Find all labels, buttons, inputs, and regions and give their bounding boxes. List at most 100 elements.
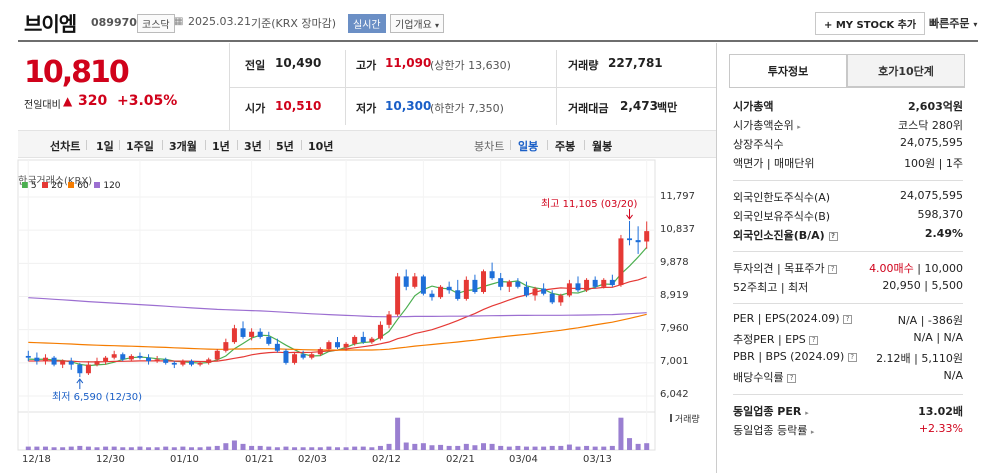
separator: [584, 140, 585, 150]
candle-body: [420, 276, 426, 294]
volume-bar: [326, 446, 332, 450]
help-icon[interactable]: ?: [787, 373, 797, 383]
period-10y[interactable]: 10년: [308, 140, 334, 153]
volume-bar: [420, 443, 426, 450]
52w-row: 52주최고 | 최저 20,950 | 5,500: [733, 279, 963, 295]
candle-monthly[interactable]: 월봉: [592, 140, 613, 153]
volume-bar: [137, 446, 143, 450]
company-info-dropdown[interactable]: 기업개요 ▾: [390, 14, 445, 33]
volume-bar: [472, 445, 478, 450]
period-3m[interactable]: 3개월: [169, 140, 197, 153]
candle-daily[interactable]: 일봉: [518, 140, 539, 153]
volume-bar: [481, 443, 487, 450]
opinion-value: 4.00매수: [869, 262, 914, 275]
face-value-row: 액면가 | 매매단위 100원 | 1주: [733, 155, 963, 171]
volume-bar: [34, 446, 40, 450]
help-icon[interactable]: ?: [828, 231, 838, 241]
divider: [733, 303, 963, 304]
ma20-legend: 20: [42, 181, 63, 191]
ma5-legend: 5: [22, 181, 37, 191]
foreign-ratio-label: 외국인소진율(B/A): [733, 229, 825, 242]
dividend-value: N/A: [943, 369, 963, 382]
x-tick: 02/03: [298, 454, 327, 465]
ma120-legend: 120: [94, 181, 121, 191]
header-divider: [18, 40, 978, 42]
candle-body: [317, 349, 323, 355]
divider: [729, 87, 965, 88]
volume-bar: [223, 443, 229, 450]
volume-bar: [42, 446, 48, 450]
volume-bar: [240, 443, 246, 450]
candle-body: [309, 354, 315, 358]
low-value: 10,300: [385, 99, 432, 113]
sector-change-label: 동일업종 등락률: [733, 424, 808, 437]
volume-bar: [584, 445, 590, 450]
realtime-button[interactable]: 실시간: [348, 14, 386, 33]
help-icon[interactable]: ?: [847, 352, 857, 362]
candle-body: [438, 286, 444, 298]
candle-body: [403, 276, 409, 287]
help-icon[interactable]: ?: [843, 314, 853, 324]
candle-body: [42, 357, 48, 362]
candle-body: [197, 362, 203, 365]
tab-investment-info[interactable]: 투자정보: [729, 54, 847, 87]
volume-bar: [644, 443, 650, 450]
sector-per-row: 동일업종 PER ▸ 13.02배: [733, 403, 963, 419]
quote-date: 2025.03.21: [188, 15, 251, 28]
up-triangle-icon: ▲: [63, 94, 73, 108]
candle-body: [592, 279, 598, 287]
52w-value: 20,950 | 5,500: [882, 279, 963, 292]
candle-body: [85, 364, 91, 374]
candle-body: [206, 359, 212, 363]
period-bar: [18, 130, 716, 158]
candle-body: [214, 350, 220, 360]
volume-bar: [257, 445, 263, 450]
face-value-label: 액면가 | 매매단위: [733, 157, 815, 170]
upper-limit: (상한가 13,630): [430, 59, 511, 72]
high-value: 11,090: [385, 56, 432, 70]
volume-frame: [17, 411, 656, 451]
volume-bar: [249, 445, 255, 450]
volume-bar: [386, 443, 392, 450]
candle-body: [343, 343, 349, 348]
candle-chart-label: 봉차트: [474, 140, 505, 153]
period-1y[interactable]: 1년: [212, 140, 230, 153]
candle-body: [188, 361, 194, 365]
help-icon[interactable]: ?: [828, 264, 838, 274]
volume-bar: [94, 447, 100, 450]
foreign-holding-value: 598,370: [917, 208, 964, 221]
ma20-line: [28, 276, 647, 363]
candle-body: [515, 281, 521, 287]
change-label: 전일대비: [24, 100, 61, 111]
per-label: PER | EPS(2024.09): [733, 312, 840, 325]
period-1d[interactable]: 1일: [96, 140, 114, 153]
volume-bar: [549, 445, 555, 450]
volume-bar: [523, 446, 529, 450]
prev-close-label: 전일: [245, 59, 266, 72]
candle-body: [171, 362, 177, 365]
candle-body: [584, 279, 590, 291]
price-change-pct: +3.05%: [117, 93, 178, 109]
candle-body: [249, 331, 255, 337]
mystock-add-button[interactable]: + MY STOCK 추가: [815, 12, 926, 35]
ma60-line: [28, 313, 647, 351]
tab-orderbook[interactable]: 호가10단계: [847, 54, 965, 87]
foreign-ratio-row: 외국인소진율(B/A) ? 2.49%: [733, 227, 963, 243]
candle-weekly[interactable]: 주봉: [555, 140, 576, 153]
market-cap-value: 2,603억원: [907, 100, 963, 113]
volume-bar: [558, 445, 564, 450]
volume-bar: [68, 446, 74, 450]
volume-bar: [51, 447, 57, 450]
period-5y[interactable]: 5년: [276, 140, 294, 153]
quick-order-dropdown[interactable]: 빠른주문 ▾: [929, 15, 977, 31]
calendar-icon: ▦: [174, 16, 184, 27]
period-1w[interactable]: 1주일: [126, 140, 154, 153]
open-value: 10,510: [275, 99, 322, 113]
volume-bar: [369, 447, 375, 450]
help-icon[interactable]: ?: [809, 335, 819, 345]
period-3y[interactable]: 3년: [244, 140, 262, 153]
per-value: N/A | -386원: [897, 314, 963, 327]
candle-body: [377, 324, 383, 339]
volume-bar: [455, 445, 461, 450]
